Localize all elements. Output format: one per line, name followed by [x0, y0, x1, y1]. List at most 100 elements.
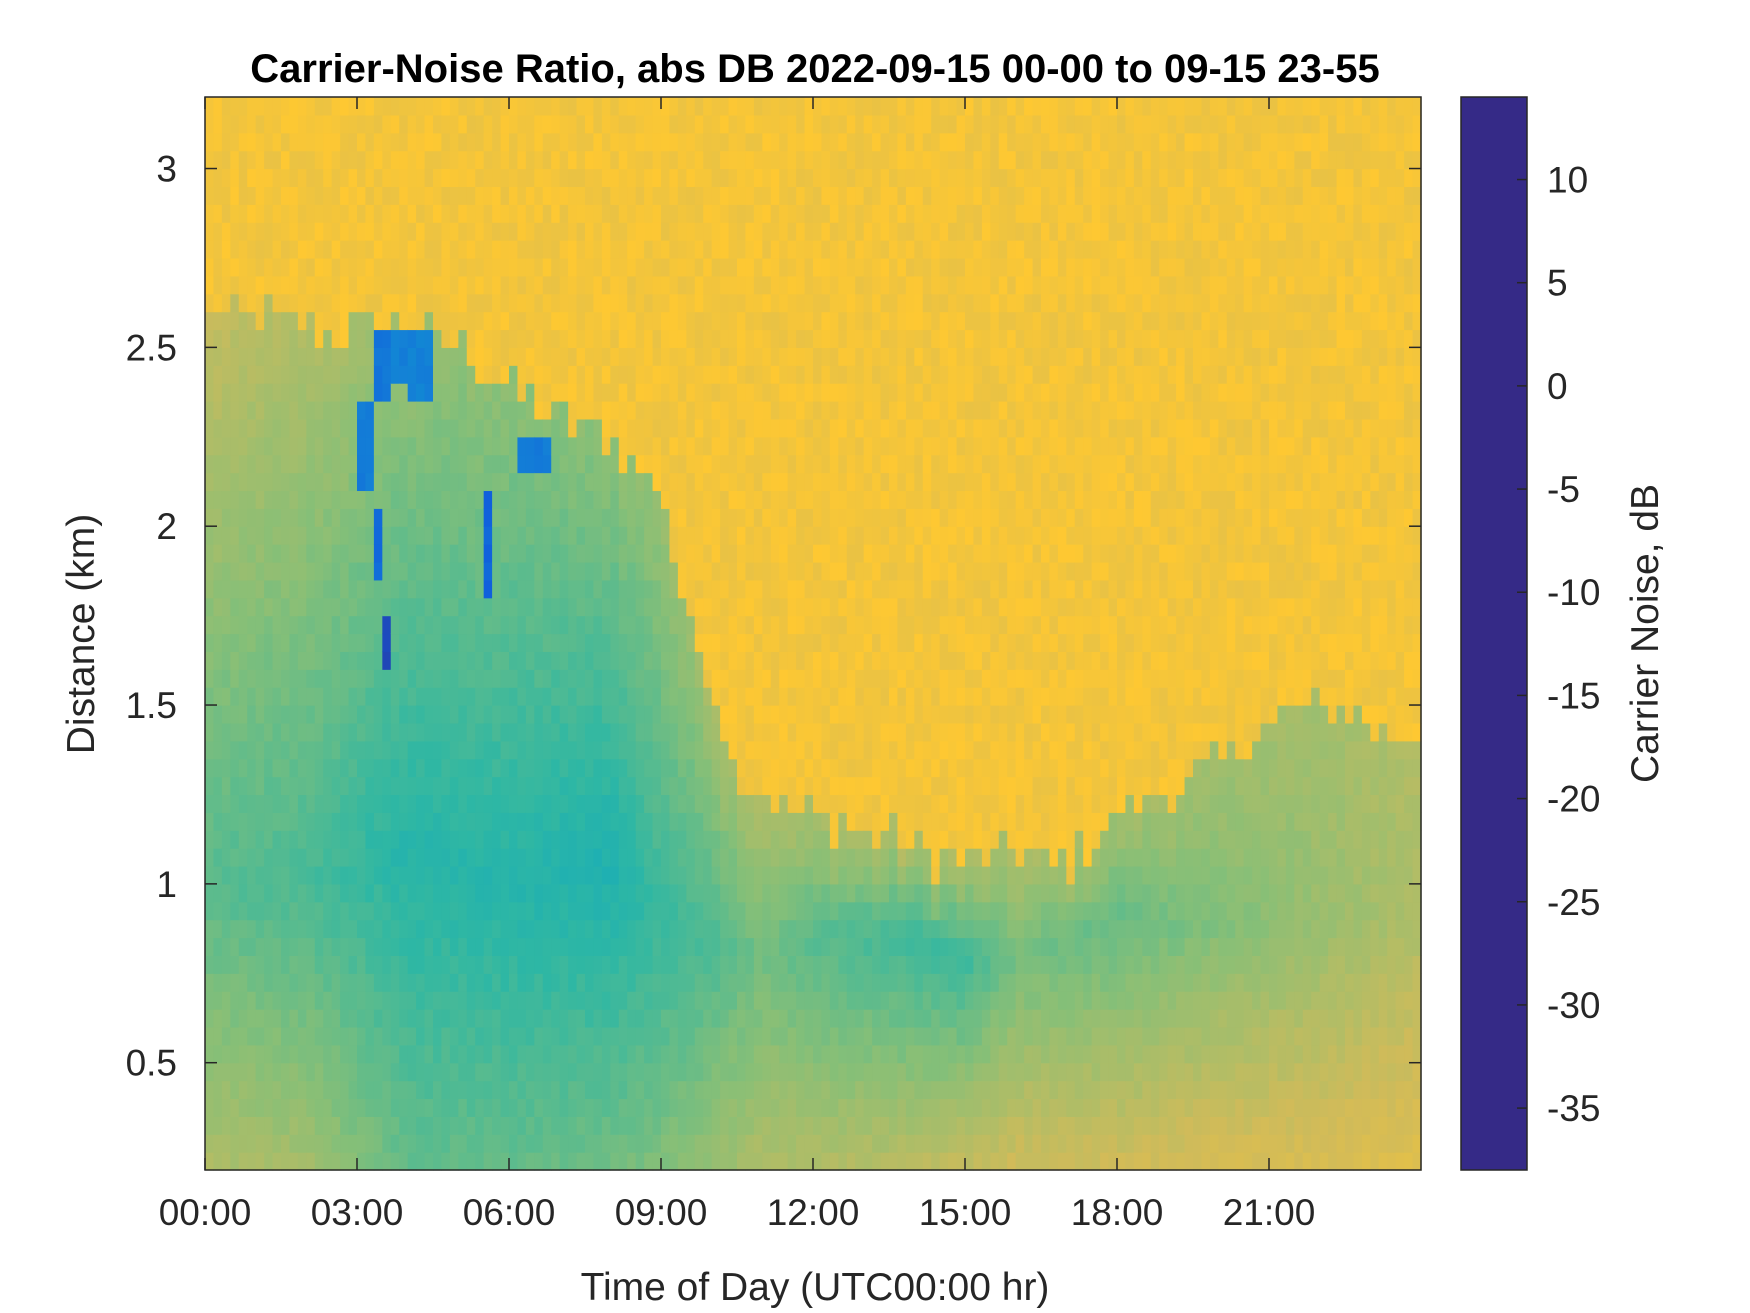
heatmap-cell: [500, 472, 510, 492]
heatmap-cell: [610, 222, 620, 241]
heatmap-cell: [230, 329, 240, 348]
heatmap-cell: [686, 401, 696, 420]
heatmap-cell: [737, 740, 747, 760]
heatmap-cell: [635, 1062, 645, 1082]
heatmap-cell: [593, 1134, 603, 1153]
heatmap-cell: [238, 1026, 248, 1046]
heatmap-cell: [745, 812, 755, 831]
heatmap-cell: [264, 579, 274, 599]
heatmap-cell: [737, 633, 747, 652]
heatmap-cell: [745, 383, 755, 402]
heatmap-cell: [306, 812, 316, 831]
heatmap-cell: [297, 150, 307, 170]
heatmap-cell: [483, 150, 493, 170]
heatmap-cell: [880, 1026, 890, 1046]
heatmap-cell: [340, 508, 350, 527]
heatmap-cell: [796, 222, 806, 241]
heatmap-cell: [357, 848, 367, 867]
heatmap-cell: [382, 794, 392, 813]
heatmap-cell: [753, 1116, 763, 1135]
heatmap-cell: [340, 669, 350, 688]
heatmap-cell: [872, 436, 882, 456]
heatmap-cell: [390, 97, 400, 116]
heatmap-cell: [255, 937, 265, 956]
heatmap-cell: [230, 150, 240, 170]
heatmap-cell: [753, 257, 763, 277]
heatmap-cell: [390, 1116, 400, 1135]
heatmap-cell: [247, 812, 257, 831]
heatmap-cell: [601, 758, 611, 778]
heatmap-cell: [306, 490, 316, 509]
heatmap-cell: [838, 1062, 848, 1082]
heatmap-cell: [661, 561, 671, 581]
heatmap-cell: [509, 544, 519, 563]
heatmap-cell: [264, 418, 274, 438]
heatmap-cell: [576, 1026, 586, 1046]
heatmap-cell: [585, 454, 595, 474]
heatmap-cell: [779, 222, 789, 241]
heatmap-cell: [872, 830, 882, 849]
heatmap-cell: [238, 240, 248, 259]
heatmap-cell: [348, 883, 358, 903]
heatmap-cell: [390, 973, 400, 992]
heatmap-cell: [221, 579, 231, 599]
heatmap-cell: [745, 1062, 755, 1082]
heatmap-cell: [703, 973, 713, 992]
heatmap-cell: [669, 454, 679, 474]
heatmap-cell: [711, 347, 721, 366]
heatmap-cell: [905, 901, 915, 921]
heatmap-cell: [897, 168, 907, 188]
heatmap-cell: [694, 240, 704, 259]
heatmap-cell: [813, 275, 823, 295]
heatmap-cell: [264, 365, 274, 384]
heatmap-cell: [711, 132, 721, 152]
heatmap-cell: [576, 526, 586, 545]
heatmap-cell: [416, 472, 426, 492]
heatmap-cell: [247, 615, 257, 635]
heatmap-cell: [677, 347, 687, 366]
heatmap-cell: [357, 633, 367, 652]
heatmap-cell: [492, 240, 502, 259]
heatmap-cell: [585, 901, 595, 921]
heatmap-cell: [661, 579, 671, 599]
heatmap-cell: [829, 293, 839, 313]
heatmap-cell: [424, 669, 434, 688]
heatmap-cell: [483, 722, 493, 742]
heatmap-cell: [323, 365, 333, 384]
heatmap-cell: [880, 526, 890, 545]
heatmap-cell: [559, 1116, 569, 1135]
heatmap-cell: [281, 526, 291, 545]
heatmap-cell: [838, 1009, 848, 1028]
heatmap-cell: [694, 1080, 704, 1100]
heatmap-cell: [466, 848, 476, 867]
heatmap-cell: [475, 883, 485, 903]
heatmap-cell: [762, 740, 772, 760]
heatmap-cell: [813, 1044, 823, 1064]
heatmap-cell: [399, 1080, 409, 1100]
heatmap-cell: [289, 544, 299, 563]
heatmap-cell: [703, 1009, 713, 1028]
heatmap-cell: [872, 1009, 882, 1028]
heatmap-cell: [669, 794, 679, 813]
heatmap-cell: [297, 1098, 307, 1117]
heatmap-cell: [500, 1116, 510, 1135]
heatmap-cell: [601, 329, 611, 348]
heatmap-cell: [525, 883, 535, 903]
heatmap-cell: [449, 508, 459, 527]
heatmap-cell: [281, 740, 291, 760]
heatmap-cell: [264, 1134, 274, 1153]
heatmap-cell: [357, 1044, 367, 1064]
heatmap-cell: [846, 687, 856, 706]
heatmap-cell: [753, 347, 763, 366]
heatmap-cell: [272, 955, 282, 974]
heatmap-cell: [255, 722, 265, 742]
heatmap-cell: [221, 705, 231, 724]
heatmap-cell: [863, 1062, 873, 1082]
heatmap-cell: [872, 329, 882, 348]
heatmap-cell: [407, 490, 417, 509]
heatmap-cell: [880, 705, 890, 724]
heatmap-cell: [610, 347, 620, 366]
heatmap-cell: [289, 222, 299, 241]
heatmap-cell: [264, 490, 274, 509]
heatmap-cell: [863, 186, 873, 205]
